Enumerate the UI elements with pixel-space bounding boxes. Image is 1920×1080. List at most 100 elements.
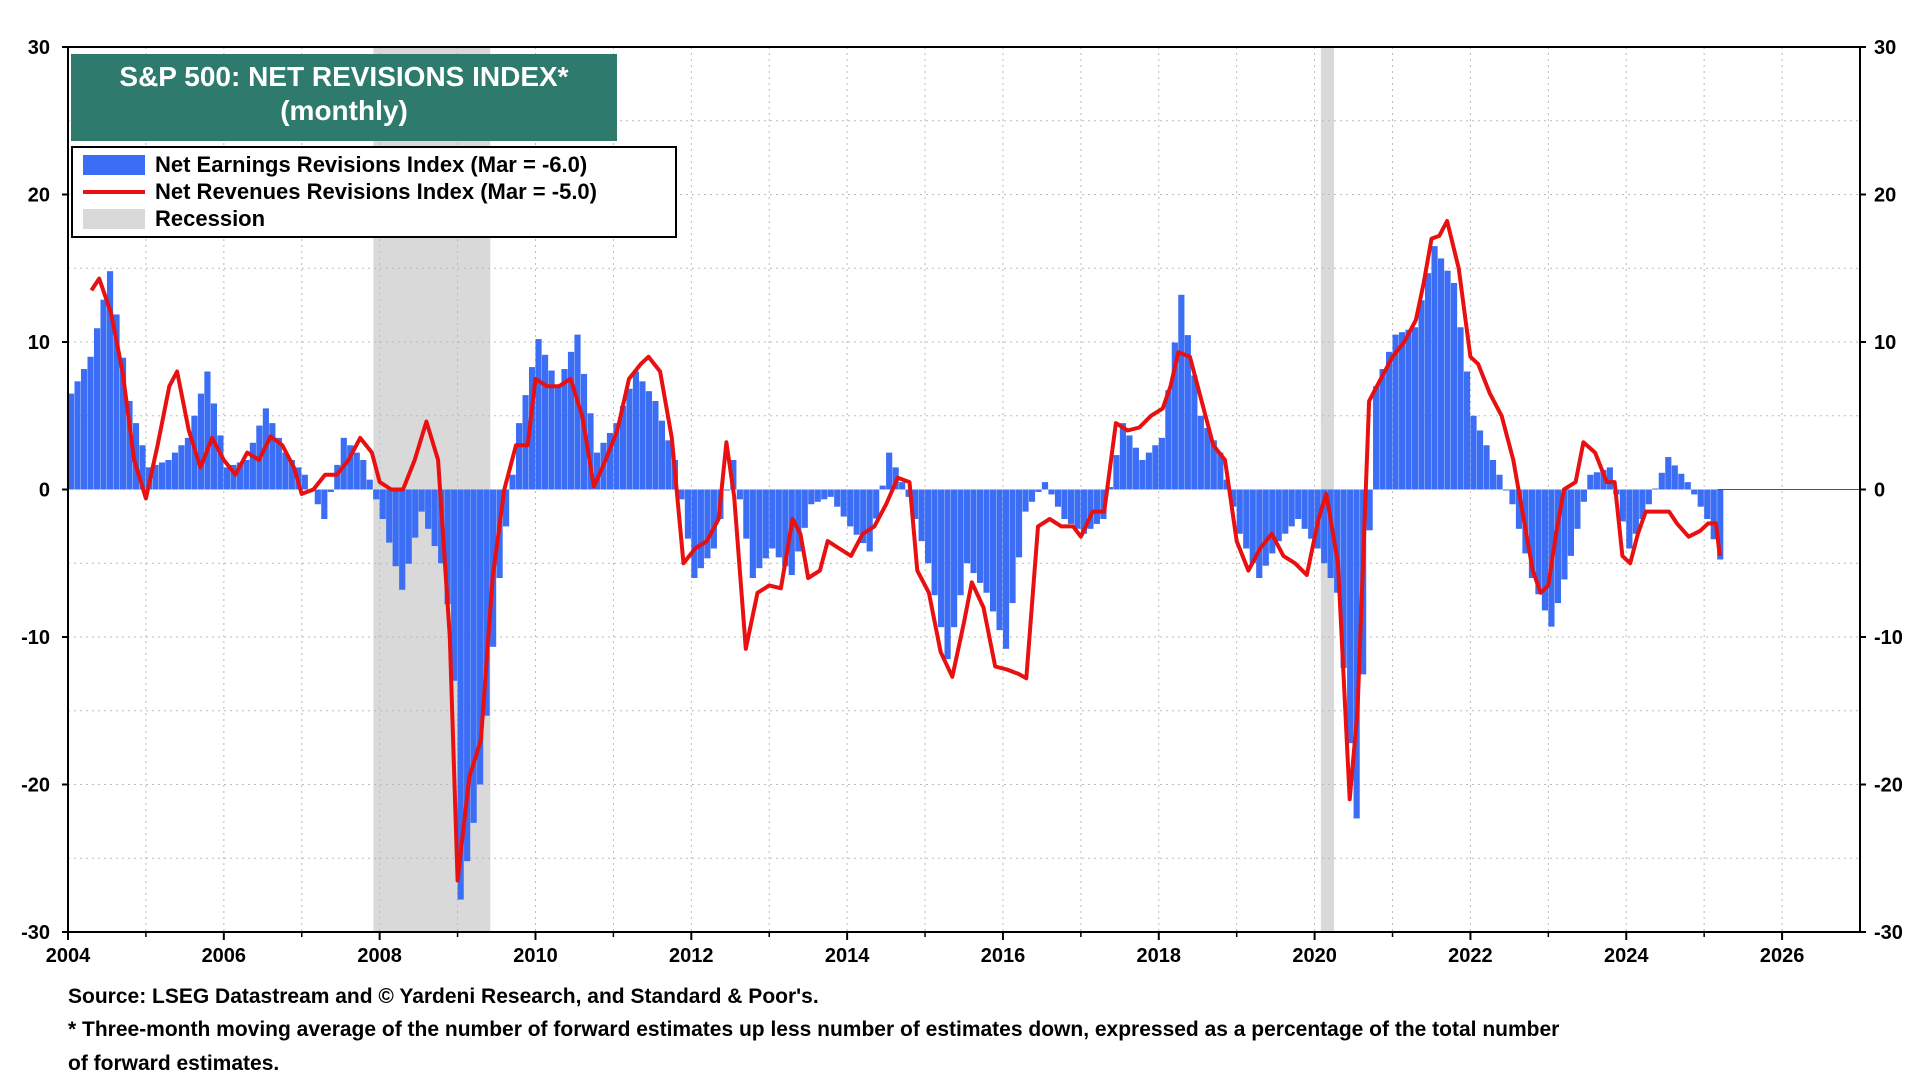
earnings-bar — [691, 489, 698, 578]
legend-label-recession: Recession — [155, 206, 266, 231]
x-axis: 2004 2006 2008 2010 2012 2014 2016 2018 2020 2022… — [46, 932, 1805, 967]
earnings-bar — [1080, 489, 1088, 534]
y-tick-label-right: -20 — [1874, 775, 1903, 797]
earnings-bar — [1476, 430, 1484, 490]
earnings-bar — [840, 489, 847, 517]
earnings-bar — [347, 445, 354, 490]
y-tick-label-left: -20 — [21, 775, 50, 797]
earnings-bar — [775, 489, 782, 558]
earnings-bar — [1217, 452, 1224, 490]
earnings-bar — [944, 489, 951, 660]
earnings-bar — [1412, 327, 1419, 490]
earnings-bar — [1366, 489, 1373, 531]
y-tick-label-right: 0 — [1874, 480, 1885, 502]
y-tick-label-left: 10 — [28, 332, 50, 354]
earnings-bar — [762, 489, 769, 559]
earnings-bar — [184, 437, 192, 490]
earnings-bar — [1126, 435, 1133, 490]
earnings-bar — [1496, 474, 1503, 490]
earnings-bar — [399, 489, 406, 590]
y-tick-label-left: 20 — [28, 185, 50, 207]
earnings-bar — [1405, 329, 1412, 490]
earnings-bar — [314, 489, 321, 505]
earnings-bar — [1028, 489, 1036, 502]
earnings-bar — [918, 489, 925, 542]
earnings-bar — [541, 354, 549, 490]
earnings-bar — [106, 271, 114, 490]
chart-title-box: S&P 500: NET REVISIONS INDEX* (monthly) — [71, 54, 617, 141]
earnings-bar — [561, 369, 568, 490]
earnings-bar — [1158, 437, 1165, 490]
x-tick-label: 2026 — [1760, 945, 1805, 967]
earnings-bar — [879, 485, 886, 490]
earnings-bar — [1321, 489, 1328, 564]
earnings-bar — [1632, 489, 1639, 534]
earnings-bar — [1645, 489, 1652, 505]
earnings-bar — [970, 489, 977, 574]
y-tick-label-right: 20 — [1874, 185, 1896, 207]
earnings-bar — [697, 489, 704, 569]
earnings-bar — [606, 432, 614, 490]
recession-band-1 — [1320, 47, 1335, 932]
earnings-bar — [1567, 489, 1574, 556]
earnings-bar — [1087, 489, 1094, 529]
chart-subtitle: (monthly) — [280, 95, 408, 126]
earnings-bar — [217, 435, 224, 490]
earnings-bar — [425, 489, 432, 529]
earnings-bar — [80, 369, 88, 490]
earnings-bar — [139, 445, 146, 490]
earnings-bar — [509, 474, 516, 490]
earnings-bar — [1684, 482, 1691, 490]
earnings-bar — [1379, 369, 1386, 490]
y-tick-label-left: 0 — [39, 480, 50, 502]
earnings-bar — [1002, 489, 1010, 649]
earnings-bar — [360, 460, 367, 490]
y-tick-label-left: 30 — [28, 37, 50, 59]
earnings-bar — [1210, 440, 1217, 490]
earnings-bar — [827, 489, 834, 497]
earnings-bar — [1652, 488, 1659, 490]
earnings-bar — [782, 489, 789, 567]
earnings-bar — [860, 489, 867, 544]
earnings-bar — [989, 489, 997, 612]
x-tick-label: 2020 — [1292, 945, 1337, 967]
earnings-bar — [470, 489, 477, 823]
earnings-bar — [1282, 489, 1289, 534]
y-tick-label-right: -30 — [1874, 922, 1903, 944]
earnings-bar — [931, 489, 938, 596]
earnings-bar — [282, 452, 289, 490]
earnings-bar — [522, 395, 529, 490]
earnings-bar — [801, 489, 808, 528]
earnings-bar — [1152, 445, 1159, 490]
earnings-bar — [457, 489, 464, 900]
earnings-bar — [301, 474, 308, 490]
earnings-bar — [1295, 489, 1302, 519]
earnings-bar — [1353, 489, 1360, 819]
earnings-bar — [1463, 371, 1471, 490]
earnings-bar — [1165, 390, 1172, 490]
earnings-bar — [593, 452, 601, 490]
earnings-bar — [1704, 489, 1711, 519]
earnings-bar — [1113, 455, 1120, 490]
earnings-bar — [1191, 375, 1198, 490]
earnings-bar — [684, 489, 691, 539]
earnings-bar — [1262, 489, 1269, 566]
earnings-bar — [951, 489, 958, 628]
earnings-bar — [204, 371, 211, 490]
earnings-bar — [1145, 452, 1152, 490]
x-tick-label: 2010 — [513, 945, 558, 967]
earnings-bar — [1093, 489, 1101, 524]
earnings-bar — [1178, 294, 1185, 490]
earnings-bar — [1541, 489, 1549, 611]
earnings-bar — [814, 489, 821, 502]
earnings-bar — [165, 460, 172, 490]
earnings-bar — [1658, 472, 1665, 490]
earnings-bar — [1035, 489, 1042, 492]
x-tick-label: 2012 — [669, 945, 714, 967]
earnings-bar — [132, 423, 140, 490]
earnings-bar — [964, 489, 971, 564]
earnings-bar — [1515, 489, 1523, 529]
earnings-bar — [503, 489, 510, 527]
legend-swatch-line — [83, 190, 145, 194]
source-note: Source: LSEG Datastream and © Yardeni Re… — [68, 985, 819, 1008]
